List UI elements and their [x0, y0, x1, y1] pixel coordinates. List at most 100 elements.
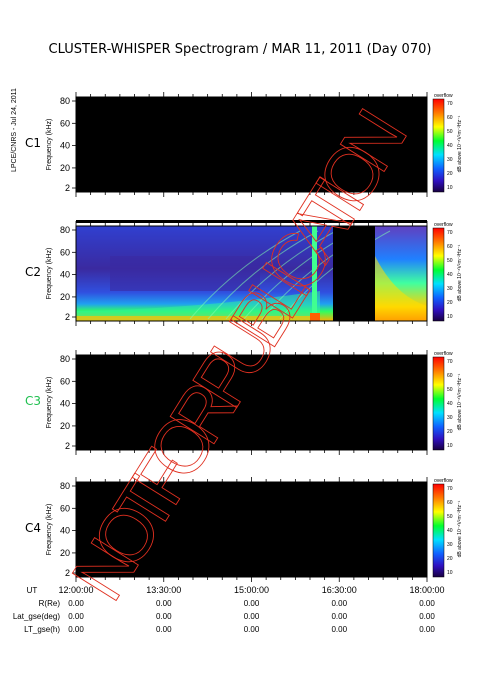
colorbar-tick-label: 20: [447, 556, 453, 562]
y-tick-label: 20: [60, 421, 70, 431]
orbit-row-value: 0.00: [68, 599, 84, 608]
colorbar-tick-label: 50: [447, 129, 453, 135]
colorbar-tick-label: 70: [447, 486, 453, 492]
orbit-row-value: 0.00: [244, 625, 260, 634]
colorbar-label: dB above 10⁻⁸V²m⁻²Hz⁻¹: [457, 115, 463, 172]
colorbar-label: dB above 10⁻⁸V²m⁻²Hz⁻¹: [457, 500, 463, 557]
x-ticks: [75, 350, 428, 455]
panels: 80 60 40 20 2 Frequency (kHz) C1 overflow 70 60 50…: [25, 92, 463, 582]
colorbar-tick-label: 20: [447, 300, 453, 306]
right-intense-band: [375, 256, 427, 321]
panel-c2: 80 60 40 20 2 Frequency (kHz) C2 overflow 70 60 50…: [25, 220, 463, 326]
y-axis-label: Frequency (kHz): [46, 504, 53, 556]
y-tick-label: 40: [60, 526, 70, 536]
colorbar-tick-label: 20: [447, 171, 453, 177]
colorbar-label: dB above 10⁻⁸V²m⁻²Hz⁻¹: [457, 244, 463, 301]
orbit-row-value: 0.00: [156, 612, 172, 621]
colorbar-tick-label: 50: [447, 387, 453, 393]
colorbar-tick-label: 70: [447, 230, 453, 236]
y-tick-label: 2: [65, 312, 70, 322]
y-tick-label: 20: [60, 163, 70, 173]
ut-time-label: 13:30:00: [146, 585, 181, 595]
y-tick-label: 40: [60, 270, 70, 280]
orbit-row-value: 0.00: [331, 612, 347, 621]
ut-time-label: 15:00:00: [234, 585, 269, 595]
plot-area: [76, 482, 427, 577]
plot-area: [76, 355, 427, 450]
colorbar-tick-label: 60: [447, 500, 453, 506]
y-tick-label: 20: [60, 292, 70, 302]
y-axis-label: Frequency (kHz): [46, 119, 53, 171]
y-tick-label: 60: [60, 118, 70, 128]
colorbar-tick-label: 50: [447, 514, 453, 520]
colorbar-gradient: [432, 483, 445, 578]
colorbar-overflow-label: overflow: [434, 93, 453, 99]
x-ticks: [75, 221, 428, 326]
colorbar: overflow 70 60 50 40 30 20 10 dB above 10⁻⁸V²m⁻²…: [432, 93, 463, 193]
data-gap: [333, 226, 375, 321]
spacecraft-label: C4: [25, 521, 41, 535]
colorbar-tick-label: 10: [447, 570, 453, 576]
colorbar-gradient: [432, 227, 445, 322]
ut-time-label: 16:30:00: [322, 585, 357, 595]
colorbar-tick-label: 10: [447, 314, 453, 320]
orbit-row-value: 0.00: [156, 625, 172, 634]
orbit-row-value: 0.00: [331, 599, 347, 608]
colorbar-tick-label: 40: [447, 143, 453, 149]
y-tick-label: 20: [60, 548, 70, 558]
orbit-row-label: R(Re): [39, 599, 61, 608]
plot-area: [76, 97, 427, 192]
panel-c1: 80 60 40 20 2 Frequency (kHz) C1 overflow 70 60 50…: [25, 92, 463, 197]
y-tick-label: 2: [65, 441, 70, 451]
x-ticks: [75, 477, 428, 582]
colorbar-tick-label: 30: [447, 286, 453, 292]
y-tick-label: 40: [60, 399, 70, 409]
y-axis-label: Frequency (kHz): [46, 377, 53, 429]
y-tick-label: 2: [65, 183, 70, 193]
orbit-row-label: LT_gse(h): [24, 625, 60, 634]
colorbar-tick-label: 50: [447, 258, 453, 264]
spacecraft-label: C3: [25, 394, 41, 408]
colorbar-tick-label: 30: [447, 415, 453, 421]
orbit-row-value: 0.00: [419, 625, 435, 634]
orbit-row-value: 0.00: [244, 612, 260, 621]
colorbar-tick-label: 40: [447, 272, 453, 278]
ut-label: UT: [27, 586, 38, 595]
colorbar-label: dB above 10⁻⁸V²m⁻²Hz⁻¹: [457, 373, 463, 430]
panel-c3: 80 60 40 20 2 Frequency (kHz) C3 overflow 70 60 50…: [25, 350, 463, 455]
burst-peak: [310, 313, 320, 321]
colorbar-tick-label: 70: [447, 359, 453, 365]
x-ticks: [75, 92, 428, 197]
y-tick-label: 40: [60, 141, 70, 151]
orbit-row-value: 0.00: [156, 599, 172, 608]
side-label: LPCE/CNRS - Jul 24, 2011: [11, 88, 18, 172]
colorbar-tick-label: 10: [447, 185, 453, 191]
orbit-row-value: 0.00: [68, 625, 84, 634]
colorbar-gradient: [432, 356, 445, 451]
colorbar: overflow 70 60 50 40 30 20 10 dB above 10⁻⁸V²m⁻²…: [432, 478, 463, 578]
orbit-row-value: 0.00: [68, 612, 84, 621]
panel-c4: 80 60 40 20 2 Frequency (kHz) C4 overflow 70 60 50…: [25, 477, 463, 582]
y-tick-label: 60: [60, 503, 70, 513]
y-tick-label: 2: [65, 568, 70, 578]
orbit-table: UT 12:00:00 13:30:00 15:00:00 16:30:00 18:00:…: [13, 585, 445, 634]
emission-arc: [189, 230, 301, 320]
low-frequency-band: [76, 291, 320, 321]
ut-time-label: 12:00:00: [58, 585, 93, 595]
orbit-row-value: 0.00: [419, 612, 435, 621]
y-axis-label: Frequency (kHz): [46, 248, 53, 300]
low-intensity-patch: [110, 256, 260, 291]
colorbar-overflow-label: overflow: [434, 351, 453, 357]
colorbar-tick-label: 60: [447, 115, 453, 121]
colorbar-gradient: [432, 98, 445, 193]
orbit-row-value: 0.00: [419, 599, 435, 608]
colorbar-tick-label: 30: [447, 157, 453, 163]
orbit-row-label: Lat_gse(deg): [13, 612, 60, 621]
colorbar: overflow 70 60 50 40 30 20 10 dB above 10⁻⁸V²m⁻²…: [432, 351, 463, 451]
chart-title: CLUSTER-WHISPER Spectrogram / MAR 11, 20…: [49, 42, 432, 57]
colorbar-tick-label: 70: [447, 101, 453, 107]
orbit-row-value: 0.00: [331, 625, 347, 634]
colorbar-tick-label: 30: [447, 542, 453, 548]
vertical-burst: [312, 226, 317, 321]
y-tick-label: 60: [60, 247, 70, 257]
